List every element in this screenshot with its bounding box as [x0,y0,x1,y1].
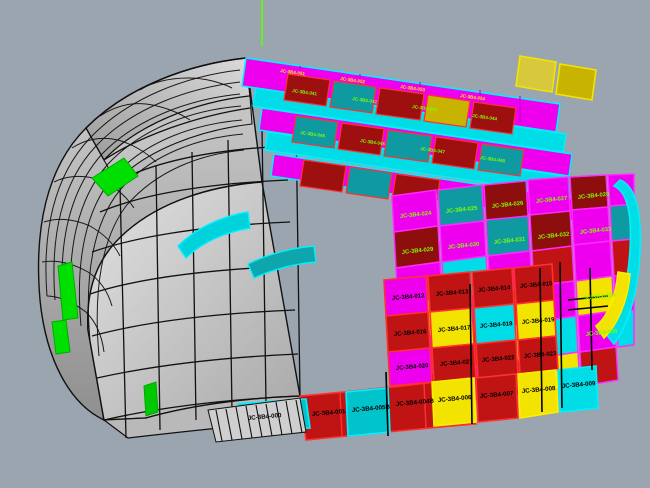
stern-cap-yellow-3[interactable] [594,271,631,340]
deck-panel-strips[interactable] [241,55,597,223]
accent-plate-green-mid [57,261,79,321]
accent-plate-cyan-mid [177,211,251,260]
stiffener-lines [385,261,609,437]
stern-cap-yellow-2[interactable] [555,63,597,101]
keel-scale-stripes [207,397,307,443]
accent-plate-green-low [51,319,71,355]
stern-cap-cyan[interactable] [605,179,642,346]
lower-strake-cyan-2[interactable] [345,387,391,437]
accent-plate-cyan-right [247,245,317,279]
accent-plate-green-upper [91,157,139,197]
mid-strake-band[interactable] [383,263,559,387]
lower-strake-yellow-1[interactable] [431,377,477,427]
lower-strake-red-2[interactable] [475,373,519,423]
stern-cap-yellow-1[interactable] [515,55,557,93]
lower-strake-cyan-3[interactable] [557,365,599,413]
accent-plate-green-keel [143,381,159,417]
lower-strake-yellow-2[interactable] [517,369,559,419]
stern-cap-group[interactable] [594,179,642,346]
lower-strake-band[interactable] [237,365,599,441]
